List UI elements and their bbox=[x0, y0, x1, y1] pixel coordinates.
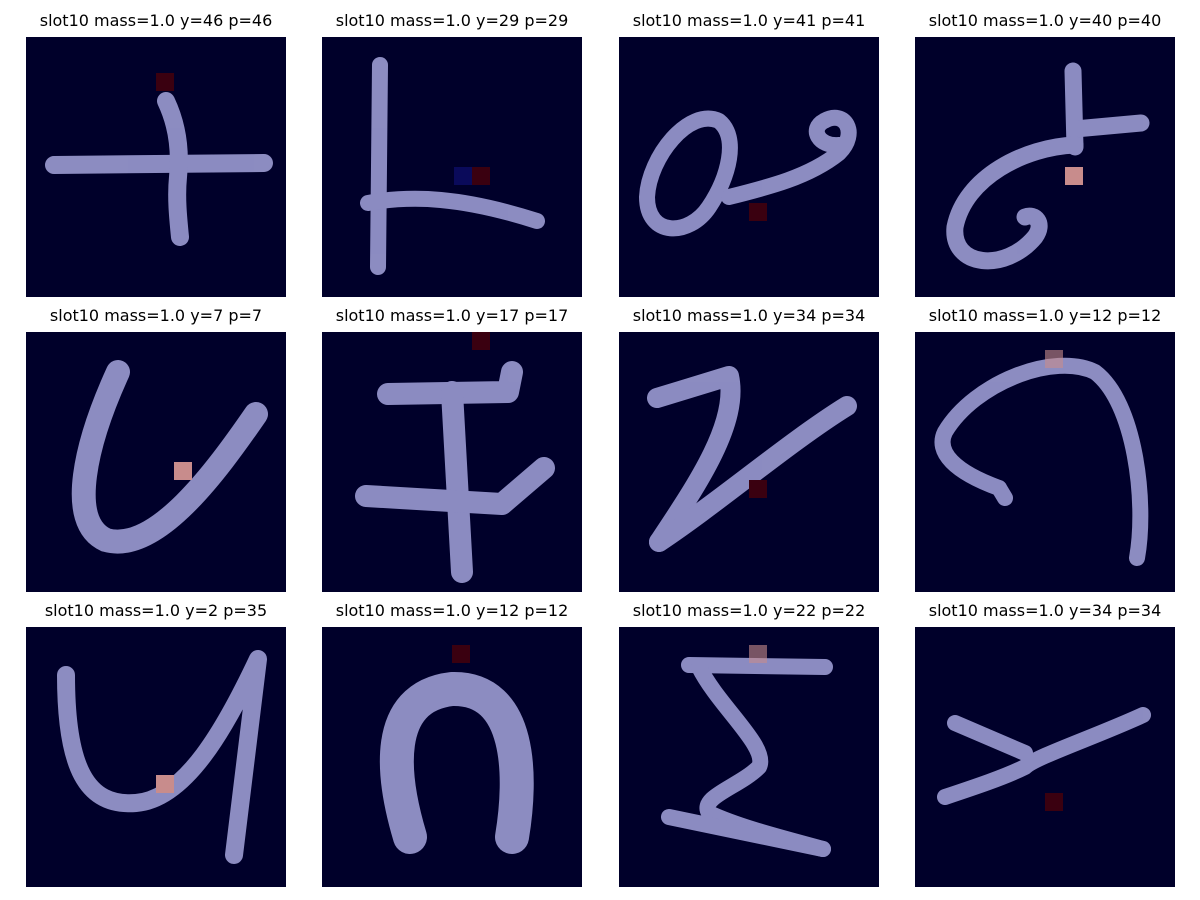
panel-title: slot10 mass=1.0 y=40 p=40 bbox=[928, 11, 1162, 30]
attention-marker bbox=[472, 167, 490, 185]
character-image bbox=[322, 332, 582, 592]
character-image bbox=[915, 37, 1175, 297]
panel-title: slot10 mass=1.0 y=22 p=22 bbox=[632, 601, 866, 620]
attention-marker bbox=[1045, 350, 1063, 368]
panel-title: slot10 mass=1.0 y=12 p=12 bbox=[335, 601, 569, 620]
panel-title: slot10 mass=1.0 y=7 p=7 bbox=[49, 306, 263, 325]
panel-title: slot10 mass=1.0 y=34 p=34 bbox=[632, 306, 866, 325]
character-image bbox=[26, 627, 286, 887]
panel-title: slot10 mass=1.0 y=29 p=29 bbox=[335, 11, 569, 30]
attention-marker bbox=[749, 645, 767, 663]
character-image bbox=[915, 627, 1175, 887]
attention-marker bbox=[156, 775, 174, 793]
character-image bbox=[26, 37, 286, 297]
character-image bbox=[322, 627, 582, 887]
character-image bbox=[322, 37, 582, 297]
character-image bbox=[915, 332, 1175, 592]
attention-marker bbox=[749, 203, 767, 221]
character-image bbox=[26, 332, 286, 592]
character-image bbox=[619, 627, 879, 887]
attention-marker bbox=[452, 645, 470, 663]
attention-marker bbox=[749, 480, 767, 498]
panel-title: slot10 mass=1.0 y=17 p=17 bbox=[335, 306, 569, 325]
attention-marker bbox=[1065, 167, 1083, 185]
attention-marker bbox=[454, 167, 472, 185]
attention-marker bbox=[1045, 793, 1063, 811]
panel-title: slot10 mass=1.0 y=34 p=34 bbox=[928, 601, 1162, 620]
panel-title: slot10 mass=1.0 y=41 p=41 bbox=[632, 11, 866, 30]
attention-marker bbox=[156, 73, 174, 91]
character-image bbox=[619, 332, 879, 592]
panel-title: slot10 mass=1.0 y=2 p=35 bbox=[44, 601, 268, 620]
panel-title: slot10 mass=1.0 y=46 p=46 bbox=[39, 11, 273, 30]
attention-marker bbox=[174, 462, 192, 480]
attention-marker bbox=[472, 332, 490, 350]
character-image bbox=[619, 37, 879, 297]
panel-title: slot10 mass=1.0 y=12 p=12 bbox=[928, 306, 1162, 325]
